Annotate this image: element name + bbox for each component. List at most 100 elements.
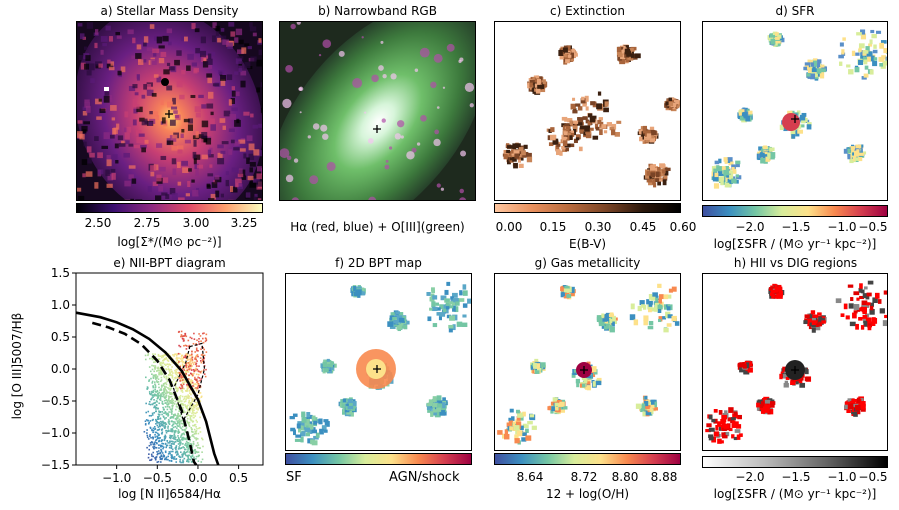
bpt-point: [197, 444, 200, 446]
bpt-point: [156, 375, 159, 378]
bpt-point: [171, 397, 174, 400]
bpt-point: [177, 352, 180, 355]
bpt-point: [200, 395, 203, 398]
bpt-point: [168, 422, 170, 424]
bpt-point: [172, 417, 175, 419]
bpt-point: [153, 395, 156, 397]
bpt-point: [158, 433, 160, 436]
tick: 0.15: [539, 220, 567, 234]
bpt-point: [180, 438, 183, 441]
bpt-point: [181, 335, 184, 338]
bpt-point: [175, 377, 177, 380]
bpt-point: [176, 374, 179, 377]
bpt-point: [165, 386, 167, 388]
bpt-point: [195, 455, 198, 458]
bpt-point: [170, 436, 172, 438]
bpt-point: [194, 368, 197, 371]
bpt-point: [190, 381, 192, 384]
bpt-point: [163, 412, 165, 415]
bpt-point: [165, 399, 168, 402]
bpt-point: [189, 363, 191, 366]
bpt-point: [204, 340, 207, 343]
bpt-point: [167, 425, 169, 428]
bpt-point: [202, 346, 204, 349]
bpt-point: [166, 390, 168, 393]
bpt-point: [172, 450, 174, 453]
bpt-point: [197, 451, 200, 453]
bpt-point: [174, 372, 177, 374]
bpt-point: [159, 394, 162, 397]
bpt-point: [155, 406, 158, 409]
bpt-point: [195, 432, 197, 435]
bpt-point: [157, 460, 160, 463]
panel-g-cbar-label: 12 + log(O/H): [545, 487, 630, 501]
bpt-point: [201, 451, 203, 453]
bpt-point: [156, 400, 158, 403]
bpt-point: [196, 360, 198, 362]
bpt-point: [182, 410, 185, 412]
bpt-point: [195, 347, 198, 350]
bpt-point: [177, 425, 180, 427]
bpt-point: [194, 432, 196, 435]
bpt-point: [165, 402, 167, 404]
bpt-point: [183, 433, 186, 436]
bpt-point: [199, 431, 202, 433]
bpt-point: [176, 390, 178, 393]
bpt-point: [154, 436, 157, 438]
bpt-demarcation-lines: [75, 311, 220, 466]
bpt-point: [156, 422, 159, 424]
bpt-point: [177, 448, 180, 450]
bpt-point: [180, 334, 183, 336]
bpt-point: [154, 406, 157, 409]
bpt-point: [175, 370, 177, 373]
bpt-point: [156, 429, 159, 431]
bpt-point: [195, 343, 197, 345]
bpt-point: [184, 442, 187, 445]
bpt-point: [198, 337, 200, 340]
bpt-point: [173, 441, 176, 443]
bpt-point: [170, 416, 172, 418]
bpt-point: [180, 378, 182, 380]
bpt-point: [189, 452, 192, 454]
bpt-point: [151, 373, 153, 376]
bpt-point: [164, 427, 166, 429]
bpt-point: [180, 403, 183, 405]
bpt-point: [192, 434, 194, 436]
bpt-point: [175, 446, 177, 449]
bpt-point: [163, 439, 166, 442]
bpt-point: [166, 380, 169, 382]
bpt-point: [169, 393, 172, 395]
bpt-point: [177, 362, 179, 364]
bpt-point: [166, 444, 169, 447]
bpt-point: [155, 378, 157, 380]
bpt-point: [198, 333, 200, 335]
bpt-point: [162, 365, 165, 368]
bpt-point: [196, 381, 198, 384]
bpt-point: [190, 379, 192, 381]
bpt-point: [167, 368, 170, 371]
panel-d-sfr-map: [702, 21, 888, 201]
bpt-point: [200, 348, 202, 350]
bpt-point: [193, 385, 195, 388]
panel-f-colorbar: [285, 453, 472, 465]
bpt-point: [182, 381, 184, 384]
bpt-point: [189, 336, 192, 339]
tick: −0.5: [858, 220, 888, 234]
bpt-point: [151, 358, 154, 361]
bpt-point: [175, 430, 177, 433]
bpt-point: [196, 401, 198, 404]
bpt-point: [179, 421, 181, 423]
bpt-point: [146, 388, 149, 390]
bpt-point: [160, 461, 162, 463]
bpt-point: [173, 413, 176, 416]
bpt-point: [181, 400, 183, 402]
bpt-point: [152, 376, 155, 378]
bpt-point: [164, 450, 167, 453]
bpt-point: [183, 369, 186, 371]
bpt-point: [199, 360, 202, 362]
bpt-point: [189, 360, 191, 363]
bpt-point: [172, 372, 174, 374]
bpt-point: [165, 395, 167, 397]
bpt-point: [171, 392, 173, 395]
tick: −1.0: [827, 470, 857, 484]
